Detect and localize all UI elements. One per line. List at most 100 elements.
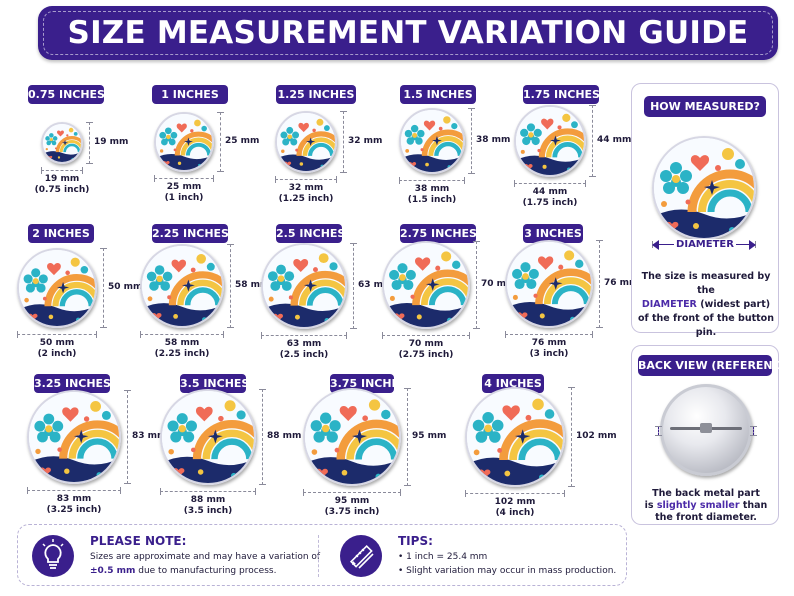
width-dimension-line bbox=[41, 167, 83, 174]
width-mm-label: 83 mm bbox=[56, 494, 92, 504]
width-mm-label: 38 mm bbox=[414, 184, 450, 194]
height-dimension-line bbox=[404, 388, 411, 486]
diameter-label: DIAMETER bbox=[674, 239, 736, 250]
diameter-arrow-right-icon bbox=[749, 240, 756, 250]
height-mm-label: 50 mm bbox=[108, 282, 143, 292]
height-mm-label: 19 mm bbox=[94, 137, 129, 147]
back-view-line-2-prefix: is bbox=[644, 500, 657, 511]
height-mm-label: 83 mm bbox=[132, 431, 167, 441]
height-dimension-line bbox=[589, 105, 596, 177]
width-caption: 83 mm (3.25 inch) bbox=[29, 494, 119, 516]
lightbulb-icon bbox=[32, 535, 74, 577]
height-mm-label: 76 mm bbox=[604, 278, 639, 288]
please-note-title: PLEASE NOTE: bbox=[90, 534, 187, 548]
width-caption: 88 mm (3.5 inch) bbox=[163, 495, 253, 517]
size-label: 3 INCHES bbox=[523, 224, 583, 243]
height-mm-label: 58 mm bbox=[235, 280, 270, 290]
height-dimension-line bbox=[227, 244, 234, 328]
height-dimension-line bbox=[124, 390, 131, 484]
example-button-pin bbox=[652, 136, 756, 240]
width-inch-label: (1.25 inch) bbox=[278, 194, 334, 204]
width-inch-label: (3 inch) bbox=[529, 349, 569, 359]
width-inch-label: (1.5 inch) bbox=[407, 195, 457, 205]
height-dimension-line bbox=[350, 243, 357, 329]
size-label: 2.75 INCHES bbox=[400, 224, 477, 243]
please-note-line-2: ±0.5 mm due to manufacturing process. bbox=[90, 564, 276, 578]
width-mm-label: 95 mm bbox=[334, 496, 370, 506]
width-inch-label: (3.25 inch) bbox=[46, 505, 102, 515]
width-dimension-line bbox=[382, 332, 470, 339]
width-mm-label: 76 mm bbox=[531, 338, 567, 348]
back-dim-right bbox=[750, 426, 757, 436]
button-pin bbox=[27, 390, 121, 484]
button-pin bbox=[160, 389, 256, 485]
width-inch-label: (0.75 inch) bbox=[34, 185, 90, 195]
size-label: 3.5 INCHES bbox=[180, 374, 249, 393]
width-caption: 25 mm (1 inch) bbox=[139, 182, 229, 204]
width-mm-label: 63 mm bbox=[286, 339, 322, 349]
pin-clasp-hinge bbox=[700, 423, 712, 433]
tips-title: TIPS: bbox=[398, 534, 433, 548]
button-pin bbox=[303, 388, 401, 486]
width-inch-label: (2.25 inch) bbox=[154, 349, 210, 359]
width-dimension-line bbox=[505, 331, 593, 338]
ruler-pencil-icon bbox=[340, 535, 382, 577]
button-pin bbox=[261, 243, 347, 329]
width-caption: 44 mm (1.75 inch) bbox=[505, 187, 595, 209]
width-mm-label: 102 mm bbox=[494, 497, 536, 507]
please-note-line-2-rest: due to manufacturing process. bbox=[135, 566, 277, 576]
width-dimension-line bbox=[303, 489, 401, 496]
size-label: 4 INCHES bbox=[482, 374, 544, 393]
back-view-line-3: the front diameter. bbox=[655, 512, 757, 523]
height-mm-label: 25 mm bbox=[225, 136, 260, 146]
back-view-line-1: The back metal part bbox=[652, 488, 760, 499]
width-mm-label: 58 mm bbox=[164, 338, 200, 348]
width-mm-label: 70 mm bbox=[408, 339, 444, 349]
width-caption: 63 mm (2.5 inch) bbox=[259, 339, 349, 361]
size-label: 1.75 INCHES bbox=[523, 85, 600, 104]
button-pin bbox=[514, 105, 586, 177]
width-inch-label: (4 inch) bbox=[495, 508, 535, 518]
width-dimension-line bbox=[399, 177, 465, 184]
diameter-arrow-left-icon bbox=[652, 240, 659, 250]
button-pin bbox=[140, 244, 224, 328]
how-measured-panel: HOW MEASURED? DIAMETER The size is measu… bbox=[631, 83, 779, 338]
variation-highlight: ±0.5 mm bbox=[90, 566, 136, 576]
width-dimension-line bbox=[261, 332, 347, 339]
height-dimension-line bbox=[86, 122, 93, 164]
back-view-panel: BACK VIEW (REFERENCE) The back metal par… bbox=[631, 345, 793, 525]
button-pin bbox=[465, 387, 565, 487]
size-label: 2 INCHES bbox=[28, 224, 94, 243]
width-dimension-line bbox=[465, 490, 565, 497]
height-dimension-line bbox=[568, 387, 575, 487]
height-mm-label: 88 mm bbox=[267, 431, 302, 441]
size-label: 2.5 INCHES bbox=[276, 224, 345, 243]
height-dimension-line bbox=[473, 241, 480, 329]
button-pin bbox=[505, 240, 593, 328]
height-mm-label: 102 mm bbox=[576, 431, 617, 441]
size-label: 1.5 INCHES bbox=[400, 85, 476, 104]
height-mm-label: 32 mm bbox=[348, 136, 383, 146]
width-dimension-line bbox=[275, 176, 337, 183]
size-label: 2.25 INCHES bbox=[152, 224, 229, 243]
width-inch-label: (1 inch) bbox=[164, 193, 204, 203]
width-mm-label: 44 mm bbox=[532, 187, 568, 197]
notes-divider bbox=[318, 535, 319, 577]
button-pin bbox=[41, 122, 83, 164]
width-caption: 102 mm (4 inch) bbox=[470, 497, 560, 519]
page-title: SIZE MEASUREMENT VARIATION GUIDE bbox=[67, 15, 749, 51]
button-pin bbox=[275, 111, 337, 173]
how-measured-line-1: The size is measured by the bbox=[641, 271, 771, 296]
width-inch-label: (1.75 inch) bbox=[522, 198, 578, 208]
how-measured-line-3: of the front of the button pin. bbox=[638, 313, 774, 338]
height-dimension-line bbox=[259, 389, 266, 485]
width-dimension-line bbox=[140, 331, 224, 338]
how-measured-line-2-rest: (widest part) bbox=[696, 299, 771, 310]
width-mm-label: 25 mm bbox=[166, 182, 202, 192]
width-caption: 76 mm (3 inch) bbox=[504, 338, 594, 360]
width-dimension-line bbox=[160, 488, 256, 495]
width-mm-label: 19 mm bbox=[44, 174, 80, 184]
notes-panel: PLEASE NOTE: Sizes are approximate and m… bbox=[17, 524, 627, 586]
height-dimension-line bbox=[596, 240, 603, 328]
width-caption: 58 mm (2.25 inch) bbox=[137, 338, 227, 360]
